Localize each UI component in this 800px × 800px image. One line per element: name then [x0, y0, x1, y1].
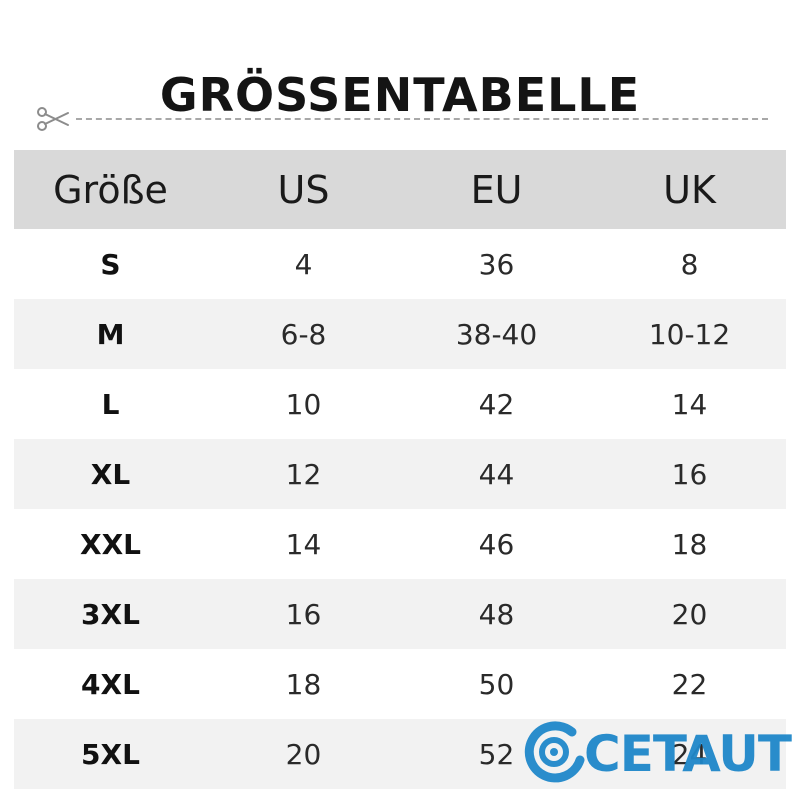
size-cell: XXL — [79, 527, 142, 561]
eu-cell: 42 — [478, 387, 515, 421]
cut-line-divider — [36, 106, 768, 132]
size-cell: S — [100, 247, 121, 281]
eu-cell: 50 — [478, 667, 515, 701]
size-cell: 5XL — [14, 719, 207, 789]
logo-mark-icon — [524, 721, 585, 783]
column-header-us: US — [207, 150, 400, 229]
uk-cell: 20 — [593, 579, 786, 649]
eu-cell: 36 — [478, 247, 515, 281]
us-cell: 12 — [207, 439, 400, 509]
cetaut-watermark-logo: CETAUT — [522, 720, 800, 786]
size-cell: L — [101, 387, 120, 421]
column-header-eu: EU — [400, 150, 593, 229]
us-cell: 16 — [207, 579, 400, 649]
eu-cell: 38-40 — [400, 299, 593, 369]
us-cell: 18 — [285, 667, 322, 701]
eu-cell: 46 — [478, 527, 515, 561]
size-chart-table: Größe US EU UK S 4 36 8 M 6-8 38-40 10-1… — [14, 150, 786, 789]
uk-cell: 22 — [671, 667, 708, 701]
scissors-icon — [37, 107, 69, 131]
table-row: M 6-8 38-40 10-12 — [14, 299, 786, 369]
table-row: XXL 14 46 18 — [14, 509, 786, 579]
uk-cell: 8 — [680, 247, 699, 281]
table-row: L 10 42 14 — [14, 369, 786, 439]
page-title: GRÖSSENTABELLE — [159, 67, 641, 122]
table-row: 4XL 18 50 22 — [14, 649, 786, 719]
uk-cell: 14 — [671, 387, 708, 421]
us-cell: 10 — [285, 387, 322, 421]
us-cell: 4 — [294, 247, 313, 281]
uk-cell: 18 — [671, 527, 708, 561]
size-cell: 4XL — [81, 667, 140, 701]
table-row: 3XL 16 48 20 — [14, 579, 786, 649]
column-header-uk: UK — [593, 150, 786, 229]
eu-cell: 44 — [400, 439, 593, 509]
table-row: S 4 36 8 — [14, 229, 786, 299]
watermark-text: CETAUT — [584, 725, 792, 783]
uk-cell: 24 — [593, 719, 786, 789]
table-row: XL 12 44 16 — [14, 439, 786, 509]
dashed-line — [76, 118, 768, 120]
column-header-size: Größe — [14, 150, 207, 229]
size-cell: XL — [14, 439, 207, 509]
uk-cell: 10-12 — [593, 299, 786, 369]
us-cell: 6-8 — [207, 299, 400, 369]
us-cell: 20 — [207, 719, 400, 789]
eu-cell: 48 — [400, 579, 593, 649]
us-cell: 14 — [285, 527, 322, 561]
uk-cell: 16 — [593, 439, 786, 509]
size-cell: 3XL — [14, 579, 207, 649]
table-header-row: Größe US EU UK — [14, 150, 786, 229]
size-cell: M — [14, 299, 207, 369]
